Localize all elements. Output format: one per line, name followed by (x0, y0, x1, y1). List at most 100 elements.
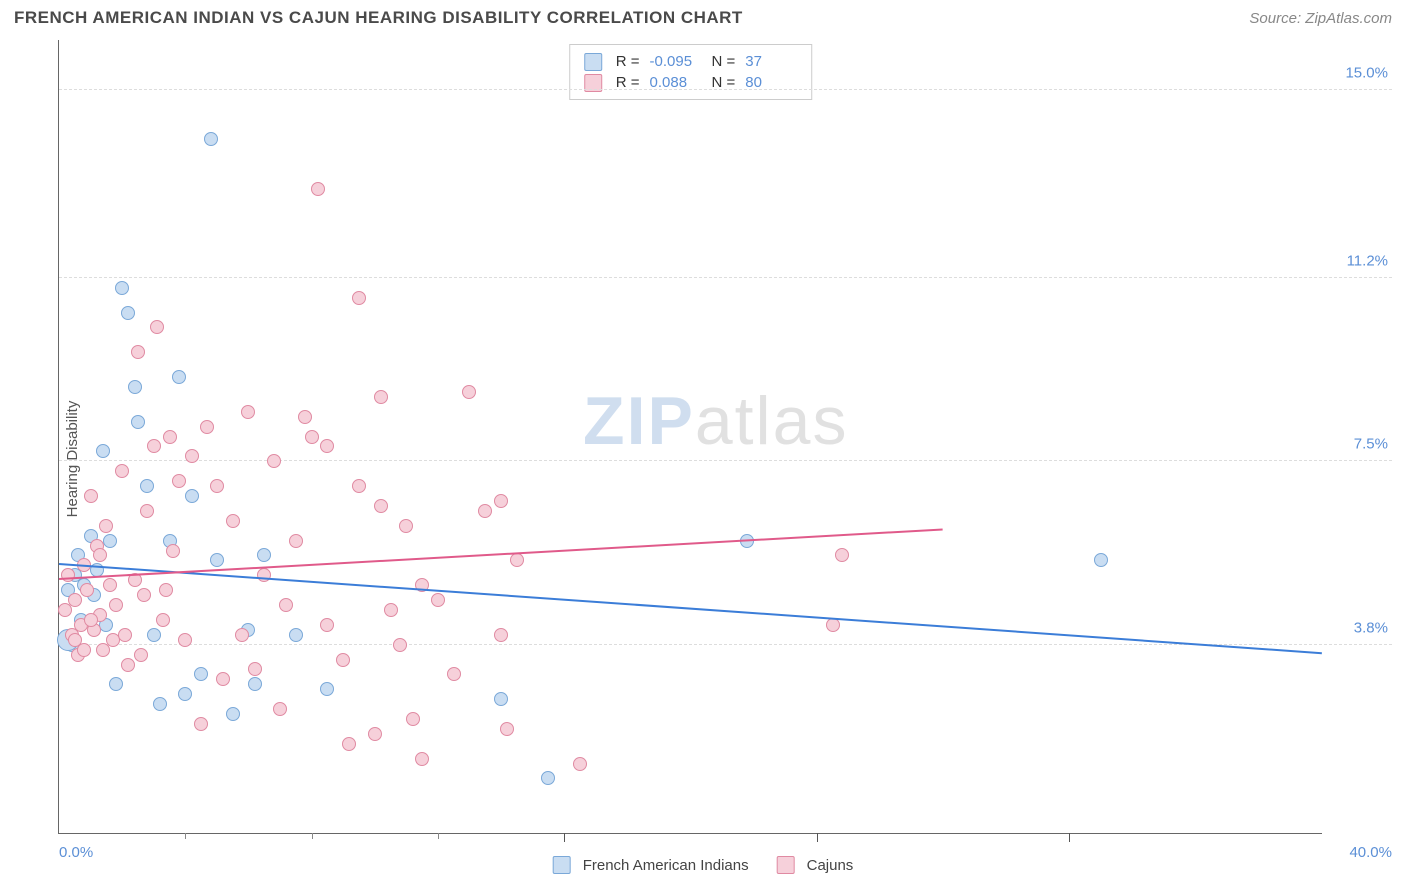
x-tick-minor (312, 833, 313, 839)
data-point-cajun (374, 390, 388, 404)
data-point-cajun (137, 588, 151, 602)
data-point-cajun (494, 494, 508, 508)
data-point-cajun (159, 583, 173, 597)
data-point-cajun (77, 643, 91, 657)
x-tick-major (564, 833, 565, 842)
legend-label: French American Indians (583, 857, 749, 874)
data-point-cajun (494, 628, 508, 642)
data-point-cajun (68, 593, 82, 607)
x-start-label: 0.0% (59, 844, 93, 861)
data-point-cajun (573, 757, 587, 771)
data-point-cajun (216, 672, 230, 686)
data-point-cajun (399, 519, 413, 533)
series-legend: French American Indians Cajuns (553, 856, 854, 874)
data-point-cajun (166, 544, 180, 558)
x-end-label: 40.0% (1349, 844, 1392, 861)
y-tick-label: 7.5% (1354, 436, 1388, 453)
r-label: R = (616, 51, 640, 72)
source-name: ZipAtlas.com (1305, 10, 1392, 27)
x-tick-major (817, 833, 818, 842)
data-point-cajun (84, 613, 98, 627)
data-point-cajun (447, 667, 461, 681)
data-point-cajun (311, 182, 325, 196)
gridline (59, 277, 1392, 278)
data-point-cajun (241, 405, 255, 419)
data-point-cajun (118, 628, 132, 642)
data-point-fai (172, 370, 186, 384)
legend-item-cajun: Cajuns (777, 856, 854, 874)
data-point-cajun (84, 489, 98, 503)
data-point-fai (289, 628, 303, 642)
data-point-fai (96, 444, 110, 458)
data-point-cajun (368, 727, 382, 741)
source-label: Source: (1249, 10, 1301, 27)
data-point-cajun (431, 593, 445, 607)
correlation-stats-box: R = -0.095 N = 37R =0.088N =80 (569, 44, 813, 100)
data-point-cajun (156, 613, 170, 627)
data-point-fai (320, 682, 334, 696)
data-point-fai (115, 281, 129, 295)
data-point-cajun (109, 598, 123, 612)
data-point-cajun (235, 628, 249, 642)
source-attribution: Source: ZipAtlas.com (1249, 10, 1392, 27)
data-point-fai (140, 479, 154, 493)
data-point-cajun (200, 420, 214, 434)
data-point-fai (494, 692, 508, 706)
data-point-cajun (835, 548, 849, 562)
data-point-fai (248, 677, 262, 691)
data-point-cajun (103, 578, 117, 592)
watermark: ZIPatlas (583, 382, 848, 460)
y-tick-label: 3.8% (1354, 619, 1388, 636)
data-point-cajun (279, 598, 293, 612)
data-point-cajun (384, 603, 398, 617)
x-tick-minor (438, 833, 439, 839)
stats-row-fai: R = -0.095 N = 37 (584, 51, 798, 72)
data-point-cajun (194, 717, 208, 731)
data-point-cajun (61, 568, 75, 582)
legend-swatch-cajun (777, 856, 795, 874)
stats-row-cajun: R =0.088N =80 (584, 72, 798, 93)
data-point-fai (147, 628, 161, 642)
data-point-cajun (298, 410, 312, 424)
data-point-fai (153, 697, 167, 711)
trend-line-cajun (59, 529, 943, 581)
x-tick-minor (185, 833, 186, 839)
data-point-cajun (121, 658, 135, 672)
data-point-cajun (273, 702, 287, 716)
r-value: -0.095 (650, 51, 702, 72)
data-point-cajun (415, 752, 429, 766)
legend-swatch-fai (553, 856, 571, 874)
data-point-cajun (80, 583, 94, 597)
data-point-fai (226, 707, 240, 721)
data-point-cajun (500, 722, 514, 736)
data-point-cajun (248, 662, 262, 676)
data-point-cajun (131, 345, 145, 359)
gridline (59, 89, 1392, 90)
data-point-fai (257, 548, 271, 562)
data-point-cajun (147, 439, 161, 453)
data-point-cajun (478, 504, 492, 518)
data-point-cajun (289, 534, 303, 548)
data-point-cajun (393, 638, 407, 652)
data-point-cajun (163, 430, 177, 444)
data-point-cajun (150, 320, 164, 334)
n-label: N = (712, 51, 736, 72)
data-point-cajun (140, 504, 154, 518)
legend-label: Cajuns (807, 857, 854, 874)
data-point-cajun (406, 712, 420, 726)
n-value: 37 (745, 51, 797, 72)
data-point-fai (131, 415, 145, 429)
y-tick-label: 15.0% (1345, 64, 1388, 81)
data-point-fai (185, 489, 199, 503)
data-point-fai (178, 687, 192, 701)
data-point-fai (109, 677, 123, 691)
data-point-fai (541, 771, 555, 785)
x-tick-major (1069, 833, 1070, 842)
data-point-cajun (134, 648, 148, 662)
data-point-cajun (226, 514, 240, 528)
data-point-cajun (115, 464, 129, 478)
n-label: N = (712, 72, 736, 93)
data-point-cajun (210, 479, 224, 493)
data-point-fai (121, 306, 135, 320)
data-point-cajun (267, 454, 281, 468)
